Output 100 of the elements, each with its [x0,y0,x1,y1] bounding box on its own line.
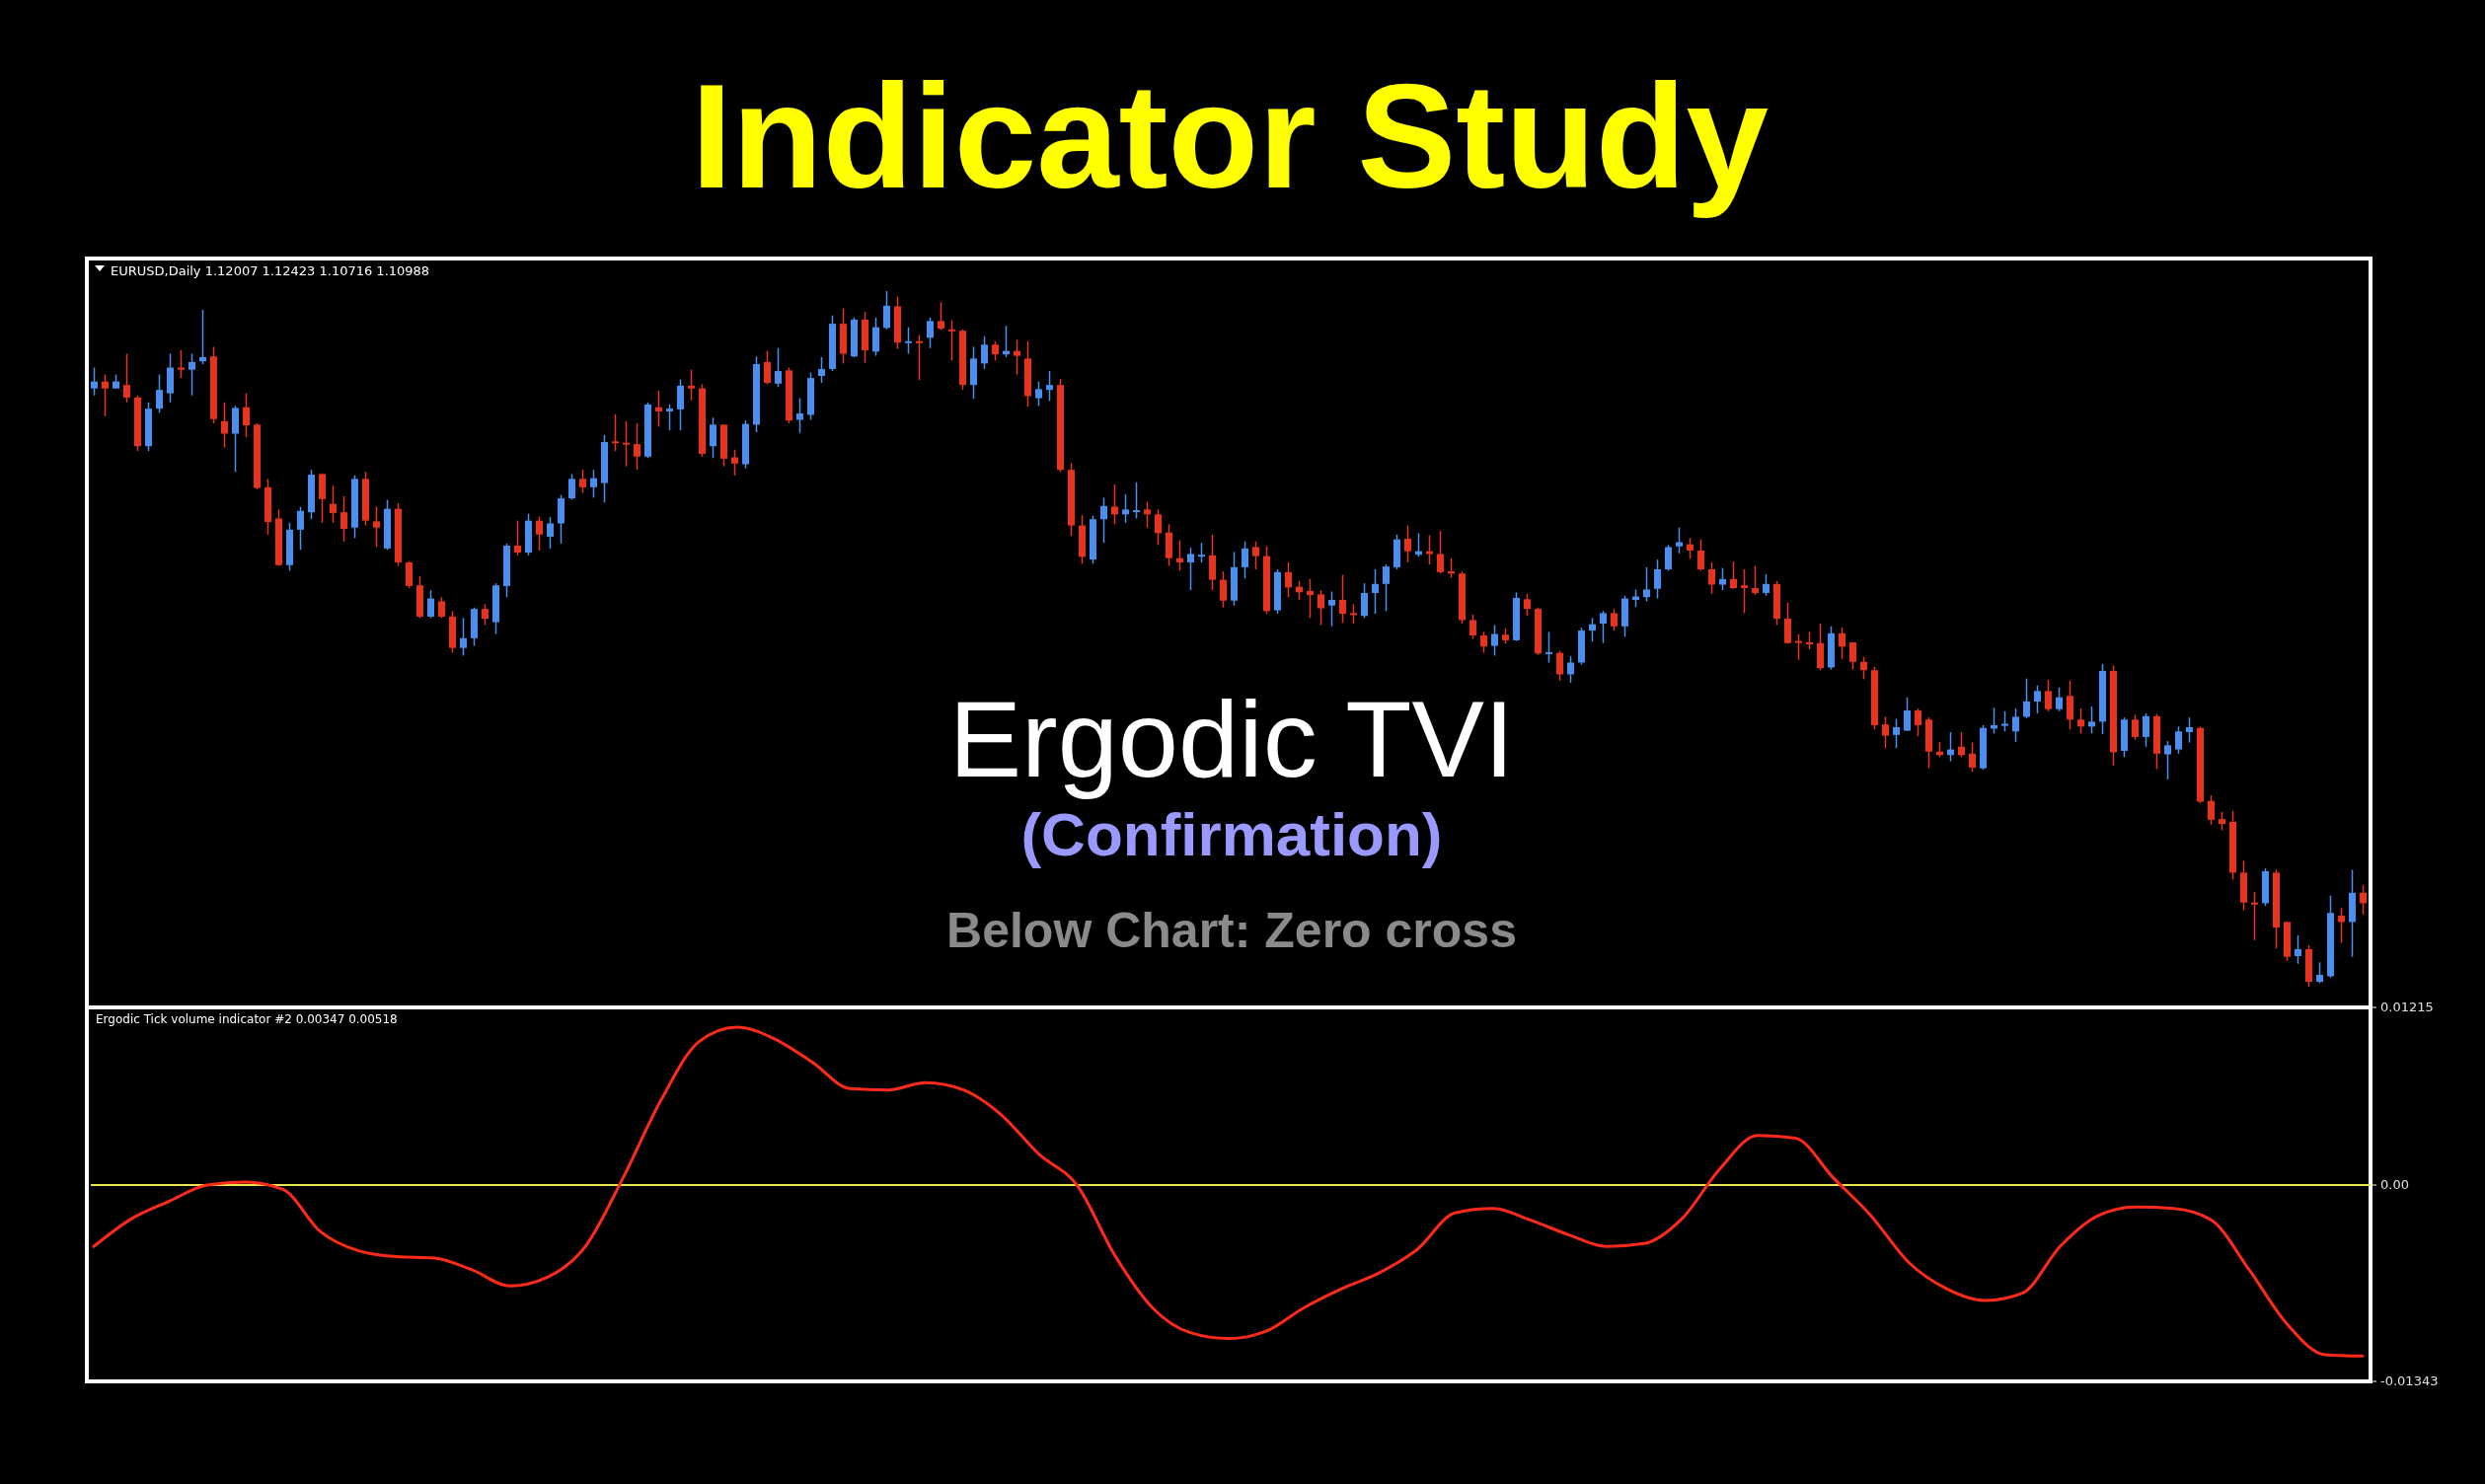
candlestick [188,352,195,397]
candlestick [981,335,988,370]
candlestick [1763,573,1770,597]
candlestick [1100,496,1107,544]
candlestick [1687,537,1694,560]
y-tick-label: 0.01215 [2380,999,2434,1014]
candlestick [938,301,944,332]
y-tick-label: -0.01343 [2380,1373,2439,1388]
candlestick [1556,649,1563,682]
candlestick [775,347,782,389]
candlestick [1133,482,1140,520]
candlestick [1296,580,1303,601]
candlestick [91,366,98,397]
candlestick [2338,907,2345,944]
candlestick [547,516,554,550]
candlestick [2012,707,2019,743]
candlestick [1480,631,1487,654]
candlestick [1220,570,1227,609]
candlestick [568,473,575,501]
candlestick [1958,731,1965,759]
candlestick [1882,715,1889,749]
candlestick [1122,493,1129,524]
candlestick [1328,590,1335,628]
candlestick [1947,731,1954,763]
candlestick [666,404,673,431]
candlestick [406,559,413,589]
chart-subtitle: EURUSD,Daily 1.12007 1.12423 1.10716 1.10988 [111,263,430,278]
candlestick [1567,655,1574,684]
candlestick [1437,530,1444,574]
candlestick [1665,544,1672,572]
candlestick [460,617,467,657]
candlestick [2034,684,2041,714]
candlestick [796,397,803,434]
candlestick [221,402,228,449]
chart-title: Indicator Study [691,53,1769,219]
candlestick [2295,934,2301,965]
candlestick [2360,884,2367,916]
candlestick [1893,717,1900,749]
candlestick [579,469,586,494]
candlestick [927,317,934,349]
candlestick [1187,547,1194,591]
candlestick [1849,641,1856,671]
candlestick [2164,740,2171,780]
candlestick [156,373,163,414]
candlestick [1155,508,1162,547]
candlestick [1969,741,1976,773]
y-tick-label: 0.00 [2380,1176,2409,1192]
candlestick [1491,624,1498,657]
candlestick [2023,677,2030,719]
candlestick [731,448,738,477]
candlestick [1469,614,1476,640]
candlestick [2143,712,2149,748]
candlestick [297,505,304,552]
candlestick [1307,578,1314,620]
candlestick [1545,631,1552,664]
candlestick [373,505,380,549]
candlestick [2219,811,2225,832]
candlestick [1383,563,1390,613]
candlestick [688,368,695,402]
annotation: (Confirmation) [1020,800,1443,868]
candlestick [1111,483,1118,525]
annotation: Ergodic TVI [948,678,1515,799]
candlestick [427,589,434,620]
candlestick [1839,627,1845,660]
candlestick [655,390,662,428]
candlestick [330,484,337,524]
candlestick [590,469,597,499]
candlestick [2132,713,2139,741]
candlestick [948,319,955,362]
candlestick [199,309,206,365]
candlestick [178,349,185,379]
candlestick [883,290,890,331]
candlestick [2077,707,2084,735]
candlestick [916,334,923,381]
candlestick [1611,608,1618,631]
candlestick [634,422,640,471]
candlestick [1752,564,1759,596]
candlestick [1252,541,1259,570]
annotation: Below Chart: Zero cross [946,903,1517,958]
candlestick [2001,710,2008,733]
candlestick [482,603,489,627]
candlestick [992,340,999,362]
candlestick [1904,696,1911,732]
candlestick [1404,524,1411,563]
candlestick [1448,556,1455,579]
candlestick [536,515,543,552]
candlestick [1285,561,1292,598]
candlestick [1741,568,1748,615]
candlestick [1860,656,1867,681]
candlestick [612,413,619,452]
candlestick [1719,566,1726,591]
candlestick [340,495,347,543]
candlestick [1014,338,1020,376]
candlestick [1350,603,1357,625]
candlestick [1372,568,1379,615]
candlestick [1600,610,1607,644]
candlestick [2088,705,2095,735]
candlestick [1176,539,1183,572]
candlestick [818,356,825,384]
candlestick [764,349,771,386]
